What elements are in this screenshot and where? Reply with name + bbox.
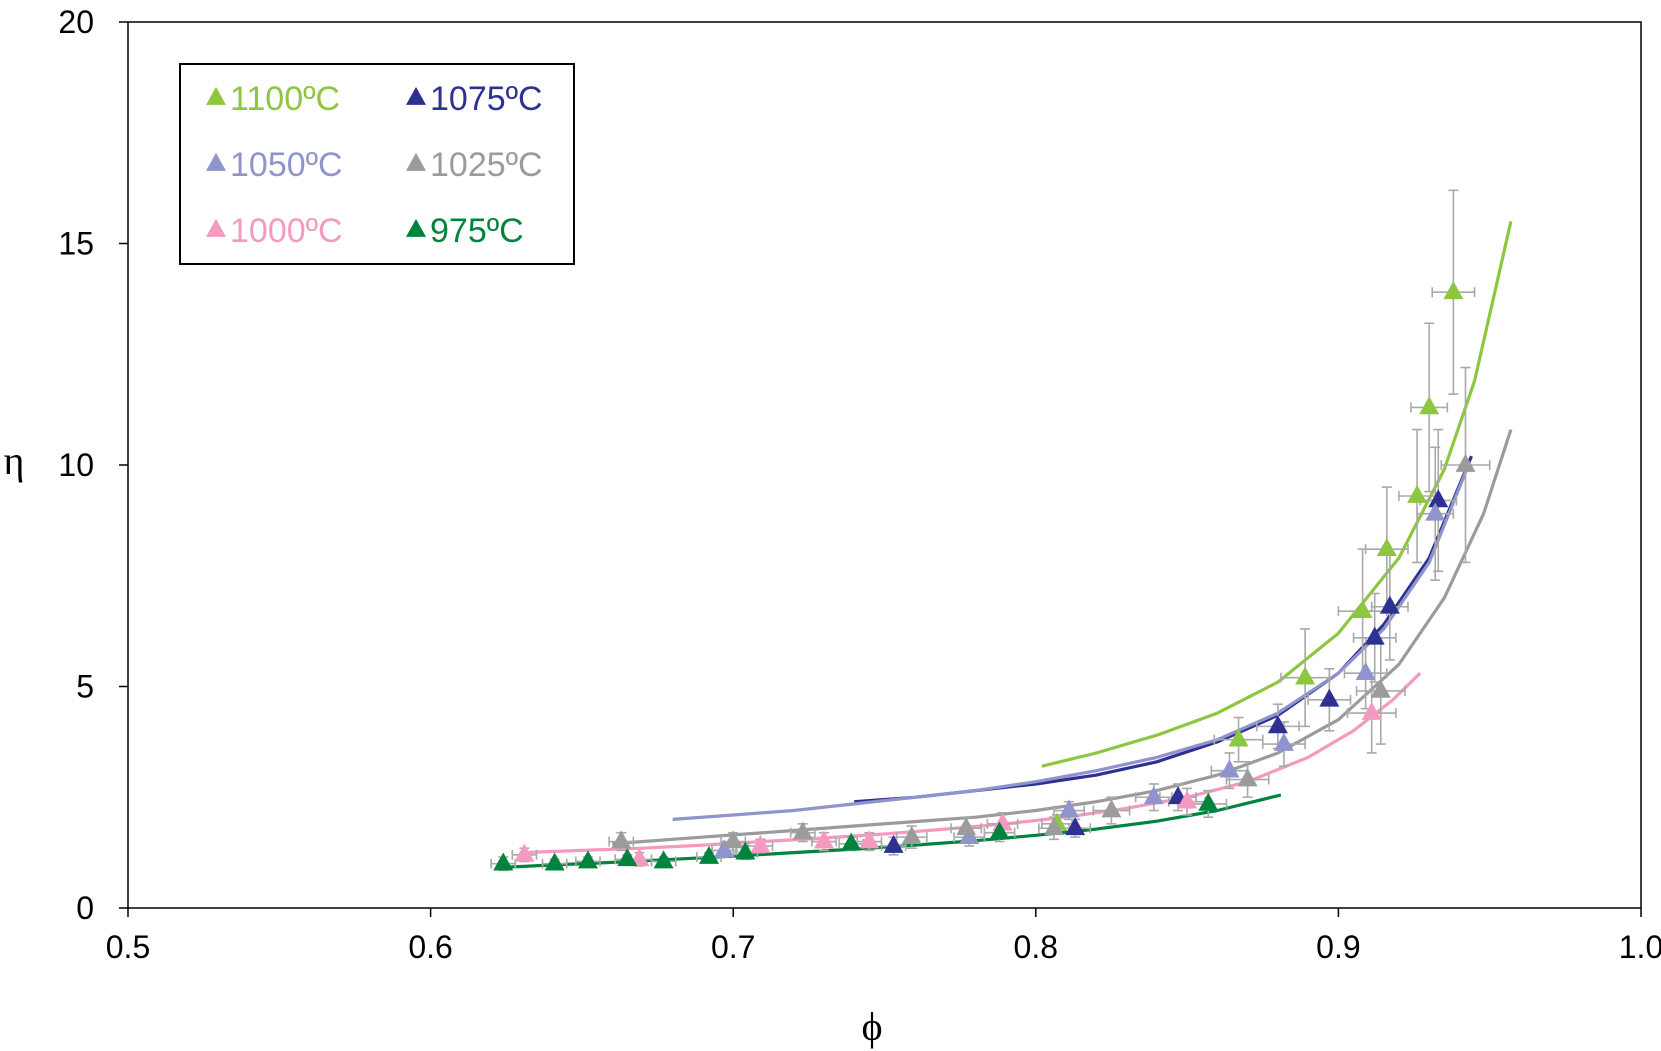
data-point (1267, 715, 1288, 734)
data-point (1361, 701, 1382, 720)
data-point (514, 843, 535, 862)
x-tick-label: 0.6 (408, 929, 452, 965)
data-point (1295, 666, 1316, 685)
data-point (493, 852, 514, 871)
legend-marker (206, 152, 226, 171)
data-point (577, 850, 598, 869)
data-point (989, 821, 1010, 840)
data-point (792, 821, 813, 840)
data-point (1198, 792, 1219, 811)
fit-curve (672, 464, 1470, 821)
data-point (1355, 662, 1376, 681)
data-point (750, 834, 771, 853)
legend-box (179, 63, 575, 265)
data-point (901, 825, 922, 844)
x-tick-label: 0.5 (106, 929, 150, 965)
legend-label: 1025ºC (430, 146, 543, 184)
data-point (1228, 728, 1249, 747)
x-tick-label: 1.0 (1619, 929, 1661, 965)
data-point (1370, 679, 1391, 698)
fit-curve (612, 429, 1513, 846)
data-point (883, 834, 904, 853)
x-tick-label: 0.8 (1014, 929, 1058, 965)
data-point (723, 830, 744, 849)
data-point (735, 841, 756, 860)
data-point (1379, 595, 1400, 614)
y-tick-label: 20 (58, 4, 94, 40)
data-point (1237, 768, 1258, 787)
legend-label: 1000ºC (230, 212, 343, 250)
data-point (1407, 484, 1428, 503)
data-point (1455, 453, 1476, 472)
x-axis-label: ϕ (861, 1004, 882, 1049)
data-point (1364, 626, 1385, 645)
y-tick-label: 0 (76, 890, 94, 926)
data-markers (493, 281, 1476, 871)
legend-label: 1100ºC (230, 80, 340, 118)
data-point (1043, 817, 1064, 836)
data-point (956, 817, 977, 836)
fit-curve (854, 455, 1473, 804)
data-point (1319, 688, 1340, 707)
error-bars (490, 189, 1491, 872)
data-point (1425, 502, 1446, 521)
y-axis-label: η (4, 438, 25, 483)
data-point (653, 850, 674, 869)
legend-marker (406, 218, 426, 237)
legend-marker (206, 218, 226, 237)
legend-label: 1050ºC (230, 146, 343, 184)
data-point (1428, 489, 1449, 508)
legend: 1100ºC 1075ºC 1050ºC 1025ºC 1000ºC 975ºC (179, 63, 575, 265)
data-point (544, 852, 565, 871)
legend-marker (406, 86, 426, 105)
data-point (1443, 281, 1464, 300)
legend-marker (406, 152, 426, 171)
legend-marker (206, 86, 226, 105)
legend-label: 975ºC (430, 212, 524, 250)
data-point (698, 845, 719, 864)
data-point (1059, 799, 1080, 818)
data-point (1419, 396, 1440, 415)
data-point (1376, 538, 1397, 557)
y-tick-label: 10 (58, 447, 94, 483)
data-point (1273, 732, 1294, 751)
x-tick-label: 0.7 (711, 929, 755, 965)
data-point (859, 830, 880, 849)
data-point (841, 832, 862, 851)
fit-curve (1041, 221, 1513, 768)
data-point (1352, 600, 1373, 619)
data-point (813, 830, 834, 849)
data-point (611, 830, 632, 849)
legend-label: 1075ºC (430, 80, 543, 118)
data-point (1143, 786, 1164, 805)
fit-curves (506, 221, 1513, 869)
y-tick-label: 15 (58, 226, 94, 262)
data-point (1177, 790, 1198, 809)
data-point (1065, 817, 1086, 836)
fit-curve (506, 793, 1282, 869)
data-point (1219, 759, 1240, 778)
axis-ticks: 0.5 0.6 0.7 0.8 0.9 1.0 0 5 10 15 20 (58, 4, 1661, 965)
data-point (1101, 799, 1122, 818)
y-tick-label: 5 (76, 669, 94, 705)
data-point (617, 848, 638, 867)
x-tick-label: 0.9 (1316, 929, 1360, 965)
